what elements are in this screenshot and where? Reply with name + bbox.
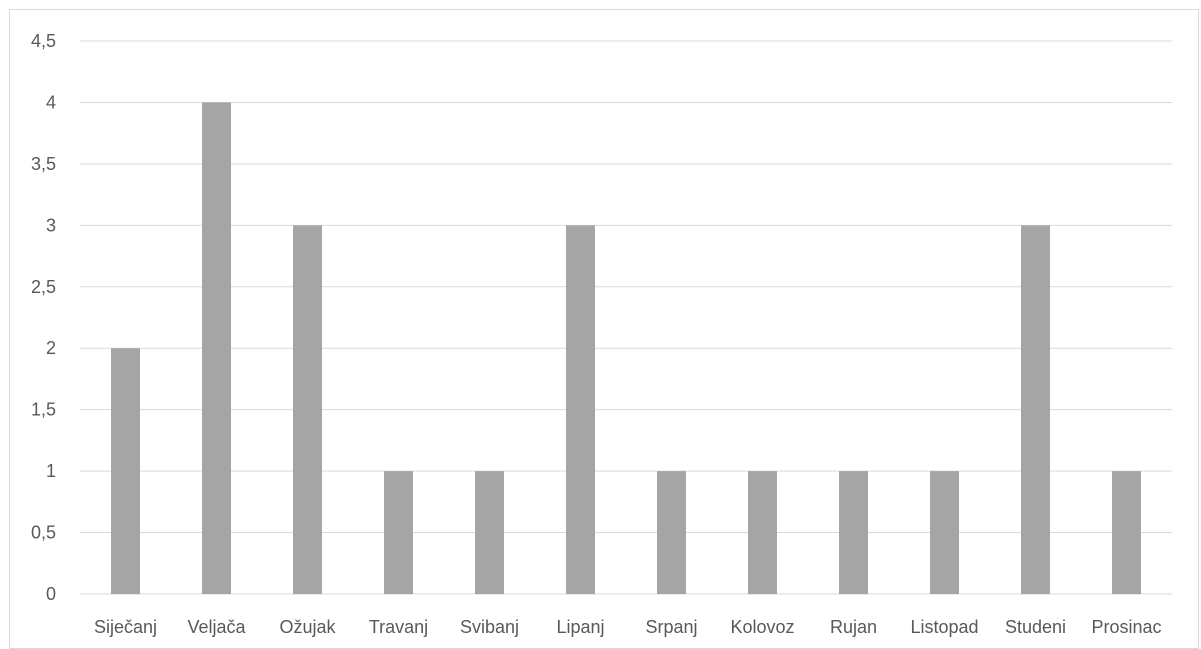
y-tick-label: 1 — [46, 461, 56, 481]
y-tick-label: 2 — [46, 338, 56, 358]
bar — [1021, 225, 1050, 595]
y-tick-label: 4 — [46, 92, 56, 112]
y-tick-label: 2,5 — [31, 277, 56, 297]
bar — [839, 471, 868, 594]
y-tick-label: 3,5 — [31, 154, 56, 174]
bar — [384, 471, 413, 594]
bar — [566, 225, 595, 595]
x-category-label: Lipanj — [556, 617, 604, 637]
gridlines — [80, 40, 1172, 595]
y-axis-ticks: 0 0,5 1 1,5 2 2,5 3 3,5 4 4,5 — [31, 31, 56, 604]
x-axis-categories: Siječanj Veljača Ožujak Travanj Svibanj Lipan… — [94, 617, 1162, 637]
x-category-label: Veljača — [187, 617, 246, 637]
x-category-label: Studeni — [1005, 617, 1066, 637]
x-category-label: Travanj — [369, 617, 428, 637]
bar — [202, 102, 231, 594]
y-tick-label: 0 — [46, 584, 56, 604]
y-tick-label: 0,5 — [31, 523, 56, 543]
bar — [930, 471, 959, 594]
x-category-label: Ožujak — [279, 617, 336, 637]
y-tick-label: 4,5 — [31, 31, 56, 51]
x-category-label: Listopad — [910, 617, 978, 637]
bars — [111, 102, 1141, 595]
x-category-label: Svibanj — [460, 617, 519, 637]
bar — [475, 471, 504, 594]
x-category-label: Srpanj — [645, 617, 697, 637]
bar — [293, 225, 322, 595]
bar — [748, 471, 777, 594]
bar — [1112, 471, 1141, 594]
y-tick-label: 3 — [46, 215, 56, 235]
x-category-label: Prosinac — [1091, 617, 1161, 637]
x-category-label: Kolovoz — [730, 617, 794, 637]
y-tick-label: 1,5 — [31, 400, 56, 420]
x-category-label: Rujan — [830, 617, 877, 637]
x-category-label: Siječanj — [94, 617, 157, 637]
bar — [657, 471, 686, 594]
bar — [111, 348, 140, 594]
